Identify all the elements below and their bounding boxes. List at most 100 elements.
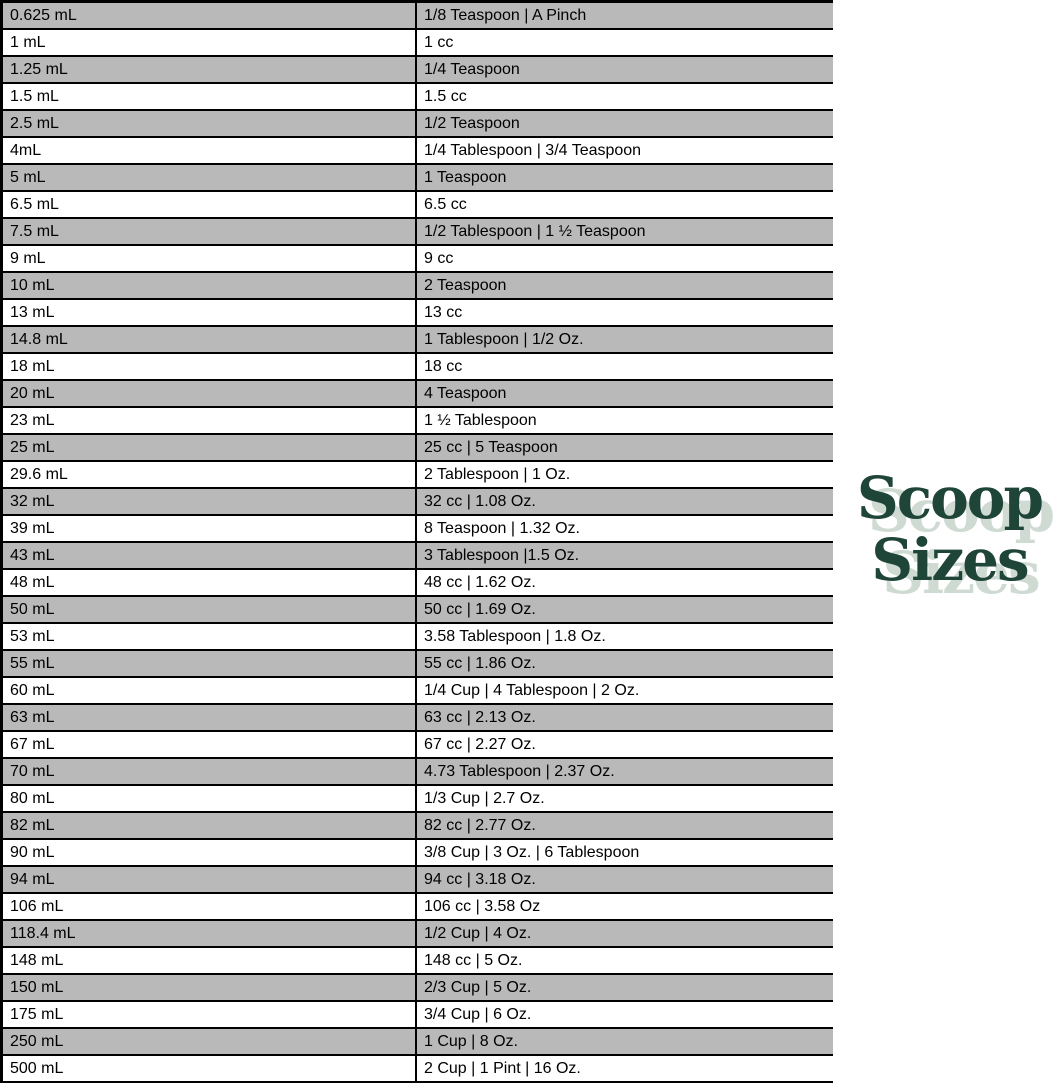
conversion-cell: 1 Teaspoon [424, 168, 507, 186]
conversion-cell: 2 Tablespoon | 1 Oz. [424, 465, 571, 483]
table-row: 23 mL 1 ½ Tablespoon [3, 408, 833, 435]
conversion-cell: 4.73 Tablespoon | 2.37 Oz. [424, 762, 615, 780]
scoop-sizes-logo: Scoop Sizes [836, 467, 1063, 591]
table-row: 20 mL 4 Teaspoon [3, 381, 833, 408]
ml-cell: 53 mL [3, 624, 417, 649]
ml-cell: 250 mL [3, 1029, 417, 1054]
conversion-cell: 3/4 Cup | 6 Oz. [424, 1005, 532, 1023]
ml-cell: 106 mL [3, 894, 417, 919]
conversion-cell: 106 cc | 3.58 Oz [424, 897, 541, 915]
ml-cell: 82 mL [3, 813, 417, 838]
ml-cell: 5 mL [3, 165, 417, 190]
table-row: 39 mL 8 Teaspoon | 1.32 Oz. [3, 516, 833, 543]
table-row: 118.4 mL 1/2 Cup | 4 Oz. [3, 921, 833, 948]
conversion-cell: 148 cc | 5 Oz. [424, 951, 523, 969]
table-row: 2.5 mL 1/2 Teaspoon [3, 111, 833, 138]
ml-cell: 13 mL [3, 300, 417, 325]
ml-cell: 18 mL [3, 354, 417, 379]
table-row: 55 mL 55 cc | 1.86 Oz. [3, 651, 833, 678]
table-row: 80 mL 1/3 Cup | 2.7 Oz. [3, 786, 833, 813]
table-row: 175 mL 3/4 Cup | 6 Oz. [3, 1002, 833, 1029]
table-row: 148 mL 148 cc | 5 Oz. [3, 948, 833, 975]
ml-cell: 1.5 mL [3, 84, 417, 109]
conversion-cell: 2/3 Cup | 5 Oz. [424, 978, 532, 996]
table-row: 4mL 1/4 Tablespoon | 3/4 Teaspoon [3, 138, 833, 165]
table-row: 70 mL 4.73 Tablespoon | 2.37 Oz. [3, 759, 833, 786]
conversion-cell: 1/2 Teaspoon [424, 114, 520, 132]
conversion-cell: 82 cc | 2.77 Oz. [424, 816, 536, 834]
conversion-cell: 13 cc [424, 303, 463, 321]
ml-cell: 148 mL [3, 948, 417, 973]
table-row: 1 mL 1 cc [3, 30, 833, 57]
ml-cell: 9 mL [3, 246, 417, 271]
table-row: 67 mL 67 cc | 2.27 Oz. [3, 732, 833, 759]
conversion-cell: 1.5 cc [424, 87, 467, 105]
ml-cell: 70 mL [3, 759, 417, 784]
ml-cell: 150 mL [3, 975, 417, 1000]
ml-cell: 25 mL [3, 435, 417, 460]
conversion-cell: 94 cc | 3.18 Oz. [424, 870, 536, 888]
table-row: 25 mL 25 cc | 5 Teaspoon [3, 435, 833, 462]
ml-cell: 14.8 mL [3, 327, 417, 352]
logo-line2: Sizes [871, 526, 1029, 594]
table-row: 94 mL 94 cc | 3.18 Oz. [3, 867, 833, 894]
table-row: 48 mL 48 cc | 1.62 Oz. [3, 570, 833, 597]
ml-cell: 39 mL [3, 516, 417, 541]
conversion-cell: 1/4 Tablespoon | 3/4 Teaspoon [424, 141, 642, 159]
conversion-cell: 48 cc | 1.62 Oz. [424, 573, 536, 591]
conversion-cell: 4 Teaspoon [424, 384, 507, 402]
conversion-cell: 3/8 Cup | 3 Oz. | 6 Tablespoon [424, 843, 640, 861]
table-row: 14.8 mL 1 Tablespoon | 1/2 Oz. [3, 327, 833, 354]
ml-cell: 7.5 mL [3, 219, 417, 244]
table-row: 82 mL 82 cc | 2.77 Oz. [3, 813, 833, 840]
conversion-cell: 1 Cup | 8 Oz. [424, 1032, 518, 1050]
conversion-cell: 3 Tablespoon |1.5 Oz. [424, 546, 580, 564]
table-row: 10 mL 2 Teaspoon [3, 273, 833, 300]
ml-cell: 60 mL [3, 678, 417, 703]
conversion-cell: 18 cc [424, 357, 463, 375]
conversion-cell: 1/4 Cup | 4 Tablespoon | 2 Oz. [424, 681, 640, 699]
conversion-cell: 55 cc | 1.86 Oz. [424, 654, 536, 672]
conversion-cell: 9 cc [424, 249, 454, 267]
table-row: 150 mL 2/3 Cup | 5 Oz. [3, 975, 833, 1002]
table-row: 9 mL 9 cc [3, 246, 833, 273]
ml-cell: 0.625 mL [3, 3, 417, 28]
conversion-cell: 1 cc [424, 33, 454, 51]
table-row: 250 mL 1 Cup | 8 Oz. [3, 1029, 833, 1056]
ml-cell: 118.4 mL [3, 921, 417, 946]
table-row: 1.25 mL 1/4 Teaspoon [3, 57, 833, 84]
table-row: 106 mL 106 cc | 3.58 Oz [3, 894, 833, 921]
ml-cell: 175 mL [3, 1002, 417, 1027]
conversion-cell: 1/2 Tablespoon | 1 ½ Teaspoon [424, 222, 646, 240]
ml-cell: 32 mL [3, 489, 417, 514]
table-row: 7.5 mL 1/2 Tablespoon | 1 ½ Teaspoon [3, 219, 833, 246]
conversion-cell: 3.58 Tablespoon | 1.8 Oz. [424, 627, 606, 645]
table-row: 1.5 mL 1.5 cc [3, 84, 833, 111]
conversion-cell: 50 cc | 1.69 Oz. [424, 600, 536, 618]
scoop-size-conversion-table: 0.625 mL 1/8 Teaspoon | A Pinch 1 mL 1 c… [0, 0, 833, 1083]
conversion-cell: 6.5 cc [424, 195, 467, 213]
table-row: 6.5 mL 6.5 cc [3, 192, 833, 219]
ml-cell: 20 mL [3, 381, 417, 406]
table-row: 53 mL 3.58 Tablespoon | 1.8 Oz. [3, 624, 833, 651]
logo-line1: Scoop [856, 464, 1044, 532]
ml-cell: 29.6 mL [3, 462, 417, 487]
table-row: 32 mL 32 cc | 1.08 Oz. [3, 489, 833, 516]
table-row: 90 mL 3/8 Cup | 3 Oz. | 6 Tablespoon [3, 840, 833, 867]
ml-cell: 67 mL [3, 732, 417, 757]
conversion-cell: 1 Tablespoon | 1/2 Oz. [424, 330, 584, 348]
ml-cell: 63 mL [3, 705, 417, 730]
table-row: 0.625 mL 1/8 Teaspoon | A Pinch [3, 3, 833, 30]
ml-cell: 10 mL [3, 273, 417, 298]
ml-cell: 55 mL [3, 651, 417, 676]
ml-cell: 48 mL [3, 570, 417, 595]
table-row: 43 mL 3 Tablespoon |1.5 Oz. [3, 543, 833, 570]
table-row: 60 mL 1/4 Cup | 4 Tablespoon | 2 Oz. [3, 678, 833, 705]
table-row: 63 mL 63 cc | 2.13 Oz. [3, 705, 833, 732]
ml-cell: 90 mL [3, 840, 417, 865]
ml-cell: 1 mL [3, 30, 417, 55]
ml-cell: 4mL [3, 138, 417, 163]
table-row: 13 mL 13 cc [3, 300, 833, 327]
conversion-cell: 63 cc | 2.13 Oz. [424, 708, 536, 726]
conversion-cell: 8 Teaspoon | 1.32 Oz. [424, 519, 580, 537]
